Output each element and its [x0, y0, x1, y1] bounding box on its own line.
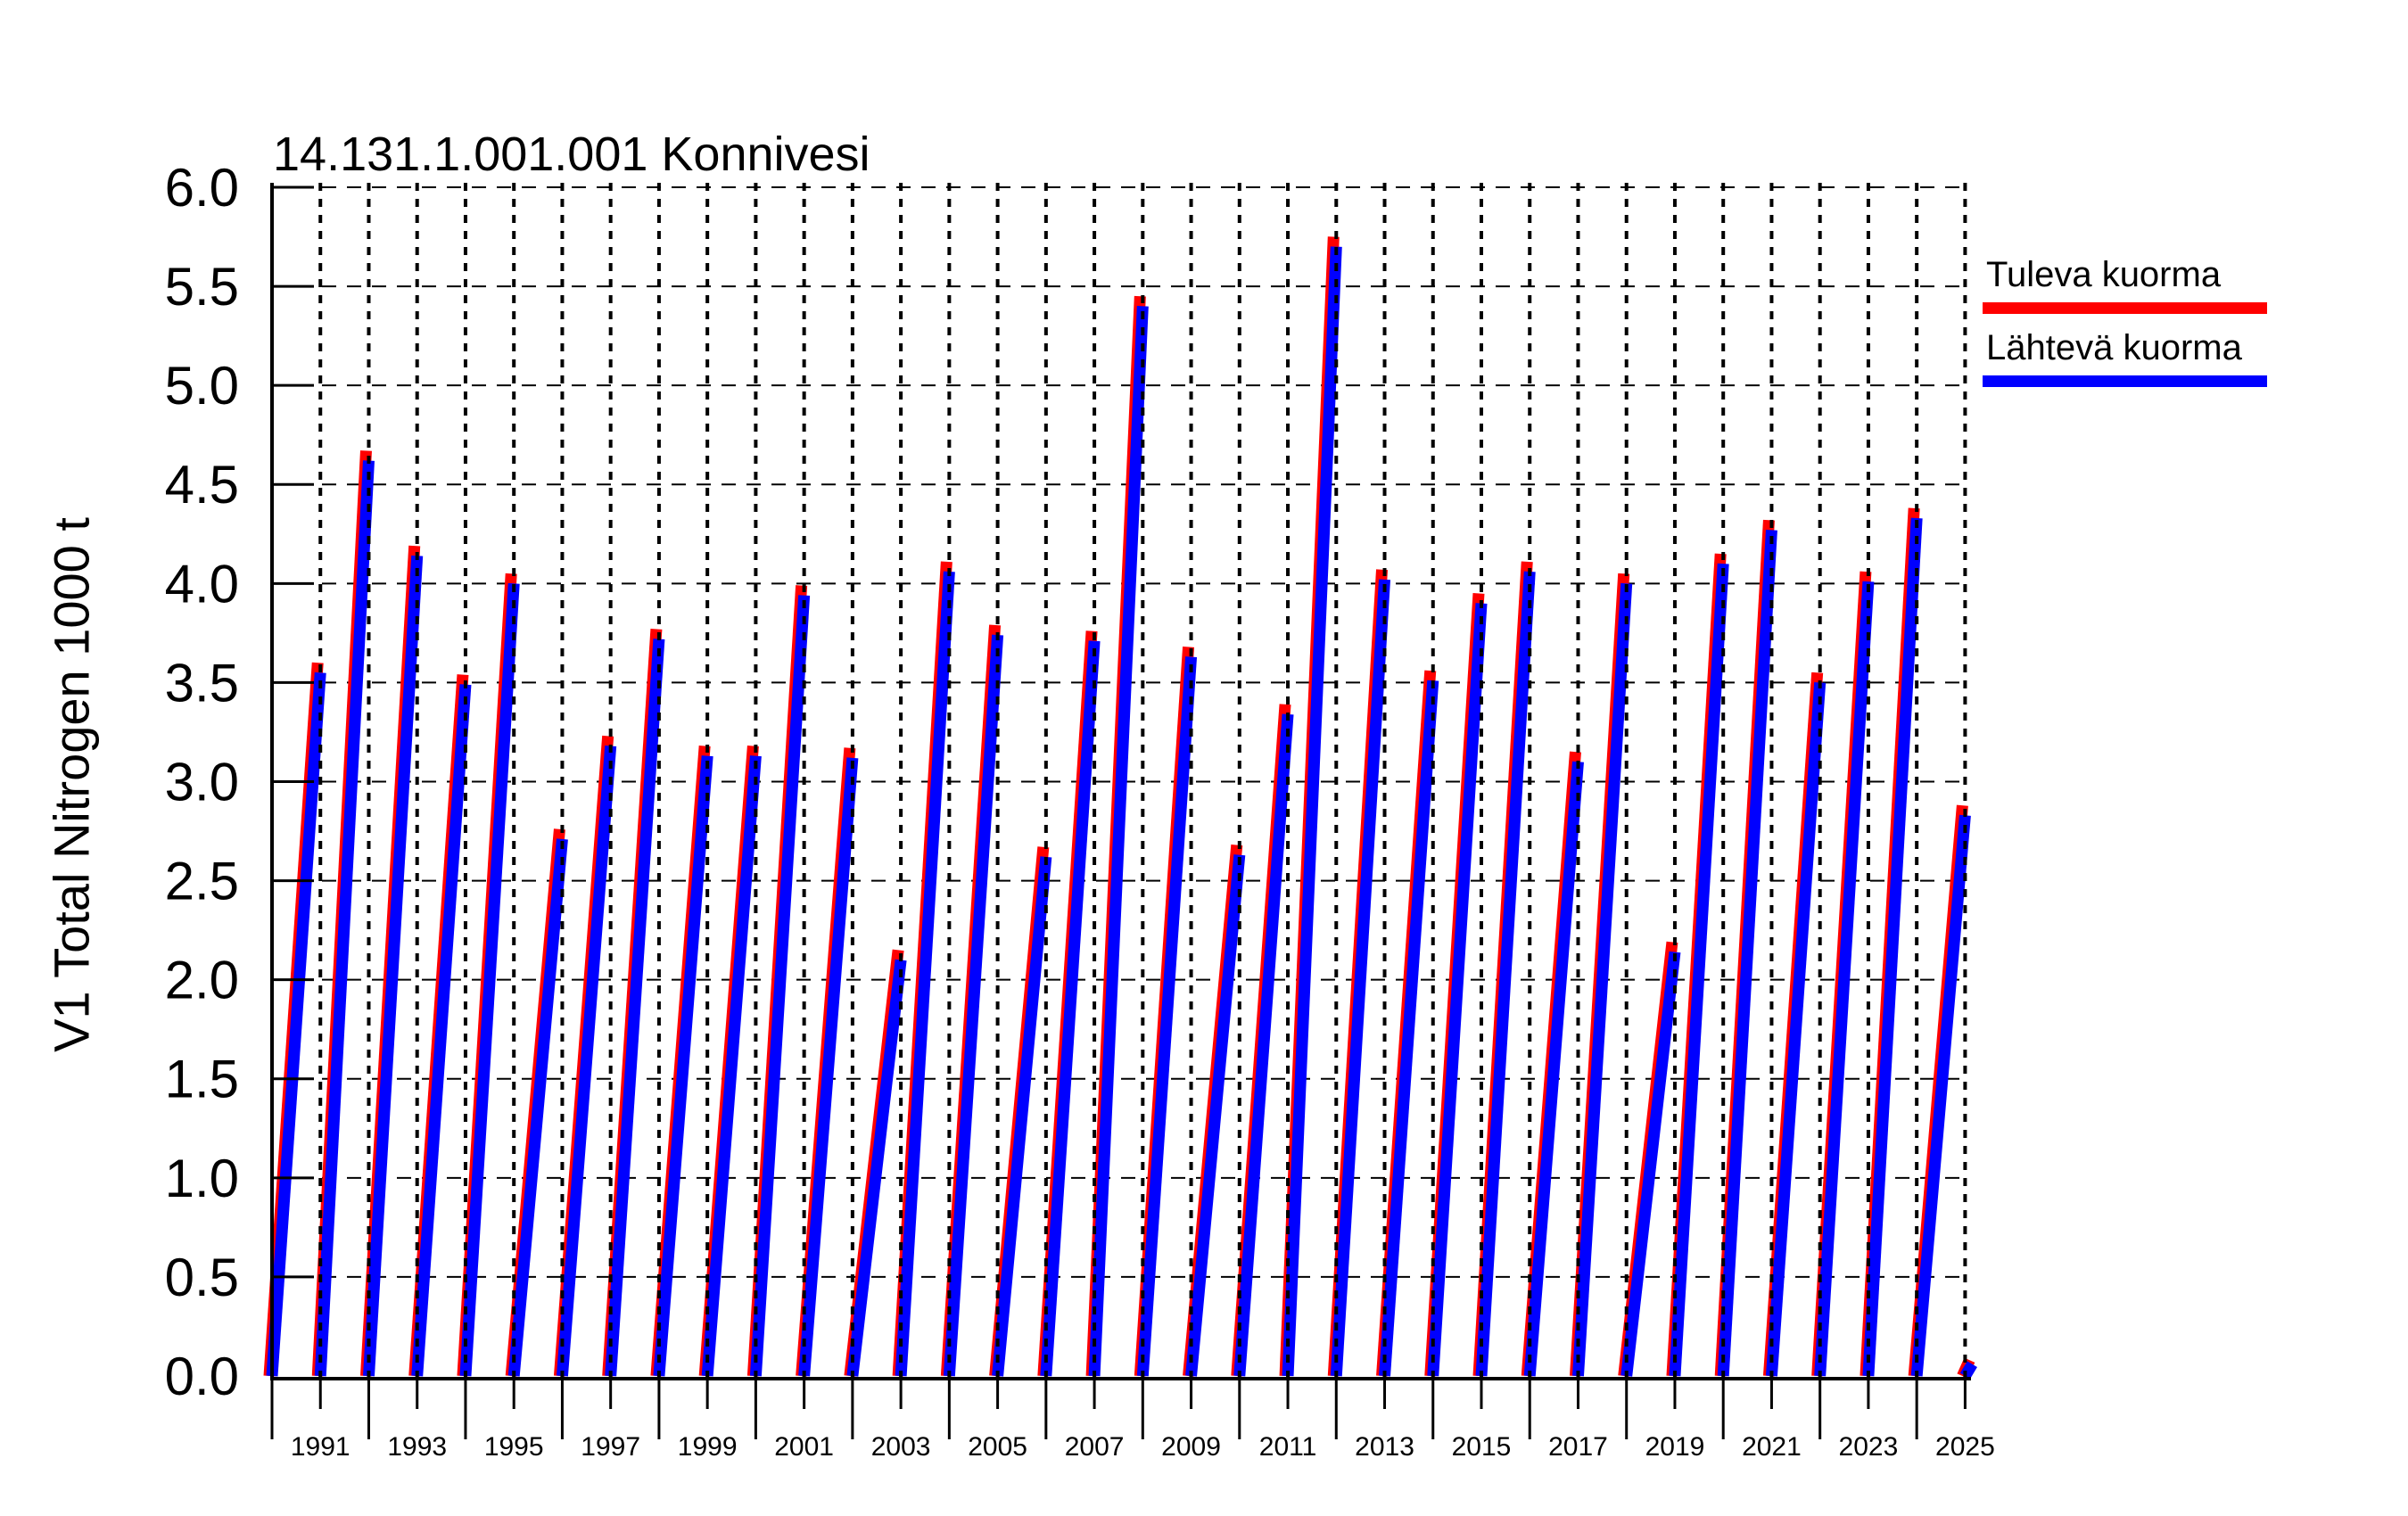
- y-tick-label: 6.0: [165, 158, 239, 218]
- legend-label-lahteva: Lähtevä kuorma: [1986, 328, 2242, 367]
- x-tick-label: 1999: [678, 1432, 738, 1462]
- lahteva-line-2001: [798, 757, 859, 1377]
- y-tick-label: 0.5: [165, 1248, 239, 1307]
- lahteva-line-1998: [653, 755, 713, 1377]
- lahteva-line-1995: [507, 838, 568, 1377]
- chart-title: 14.131.1.001.001 Konnivesi: [273, 128, 870, 181]
- lahteva-line-2012: [1330, 579, 1391, 1377]
- y-tick-label: 2.0: [165, 951, 239, 1010]
- x-tick-label: 1997: [581, 1432, 640, 1462]
- lahteva-line-2021: [1765, 681, 1827, 1377]
- lahteva-line-2010: [1233, 713, 1294, 1377]
- lahteva-line-2004: [943, 634, 1004, 1377]
- x-tick-label: 2019: [1645, 1432, 1705, 1462]
- x-tick-label: 2005: [968, 1432, 1027, 1462]
- y-tick-label: 2.5: [165, 852, 239, 911]
- lahteva-line-2009: [1185, 854, 1246, 1377]
- y-tick-label: 3.5: [165, 653, 239, 713]
- lahteva-line-2019: [1669, 563, 1729, 1377]
- lahteva-line-2008: [1136, 656, 1198, 1377]
- lahteva-line-2023: [1862, 517, 1923, 1377]
- lahteva-line-1991: [314, 460, 375, 1377]
- lahteva-line-2003: [895, 571, 955, 1377]
- y-tick-label: 3.0: [165, 752, 239, 812]
- lahteva-line-2014: [1427, 603, 1488, 1377]
- x-tick-label: 2007: [1065, 1432, 1125, 1462]
- lahteva-line-2000: [749, 595, 811, 1377]
- y-tick-label: 1.0: [165, 1149, 239, 1208]
- lahteva-line-2005: [992, 856, 1052, 1377]
- x-tick-label: 2015: [1452, 1432, 1512, 1462]
- x-tick-label: 2021: [1742, 1432, 1802, 1462]
- lahteva-line-1993: [411, 684, 472, 1377]
- x-tick-label: 2017: [1548, 1432, 1608, 1462]
- legend-label-tuleva: Tuleva kuorma: [1986, 255, 2222, 294]
- lahteva-line-2017: [1571, 582, 1633, 1377]
- lahteva-line-1994: [459, 582, 520, 1377]
- x-tick-label: 2003: [871, 1432, 931, 1462]
- lahteva-line-2016: [1523, 761, 1584, 1377]
- lahteva-line-1997: [605, 639, 665, 1377]
- lahteva-line-1990: [266, 671, 326, 1377]
- lahteva-line-2013: [1379, 680, 1439, 1377]
- x-tick-label: 1993: [387, 1432, 447, 1462]
- y-tick-label: 0.0: [165, 1347, 239, 1406]
- lahteva-line-2007: [1088, 305, 1149, 1377]
- y-tick-label: 4.5: [165, 455, 239, 515]
- y-tick-label: 5.0: [165, 356, 239, 416]
- y-tick-label: 5.5: [165, 257, 239, 317]
- x-tick-label: 2009: [1161, 1432, 1221, 1462]
- lahteva-line-2018: [1620, 951, 1681, 1377]
- x-tick-label: 2013: [1355, 1432, 1414, 1462]
- x-tick-label: 2023: [1839, 1432, 1899, 1462]
- lahteva-line-2006: [1040, 640, 1101, 1377]
- lahteva-line-2022: [1814, 581, 1875, 1377]
- x-tick-label: 1995: [484, 1432, 544, 1462]
- lahteva-line-1999: [701, 755, 762, 1377]
- lahteva-line-2020: [1717, 529, 1777, 1377]
- lahteva-line-1992: [362, 555, 424, 1377]
- legend-swatch-lahteva-blue: [1983, 375, 2267, 387]
- y-tick-label: 1.5: [165, 1050, 239, 1109]
- lahteva-line-2015: [1475, 571, 1536, 1377]
- lahteva-line-2002: [846, 959, 907, 1377]
- lahteva-line-1996: [556, 746, 617, 1377]
- legend: Tuleva kuorma Lähtevä kuorma: [1983, 255, 2277, 401]
- x-tick-label: 2011: [1259, 1432, 1317, 1462]
- x-tick-label: 1991: [291, 1432, 350, 1462]
- x-tick-label: 2001: [774, 1432, 834, 1462]
- lahteva-line-2024: [1910, 814, 1971, 1377]
- x-tick-label: 2025: [1935, 1432, 1995, 1462]
- y-tick-label: 4.0: [165, 554, 239, 614]
- legend-swatch-tuleva-red: [1983, 302, 2267, 314]
- lahteva-line-2011: [1282, 246, 1342, 1377]
